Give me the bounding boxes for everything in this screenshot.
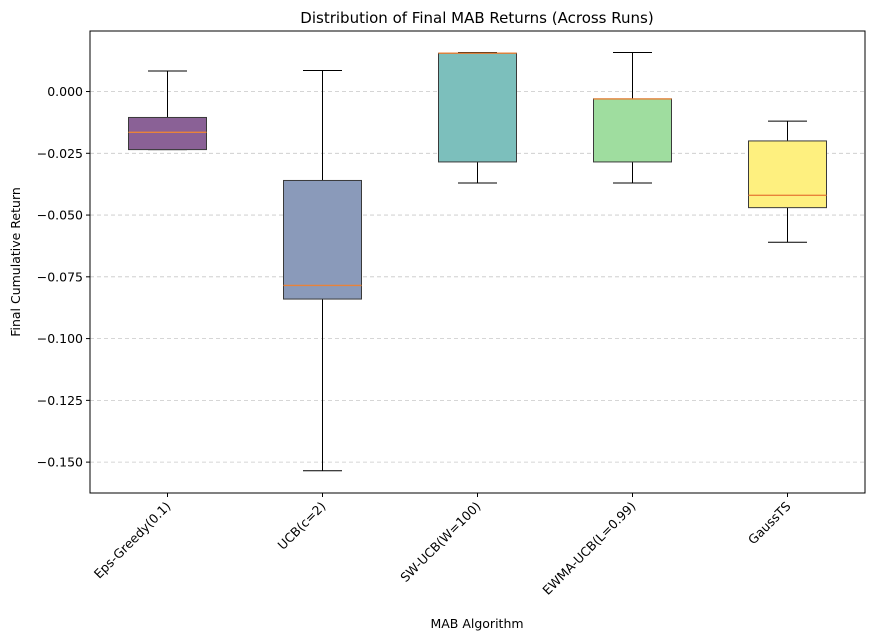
box-2 (283, 70, 362, 472)
x-tick-label: GaussTS (745, 498, 794, 547)
iqr-box (438, 52, 517, 163)
y-tick-label: −0.100 (37, 331, 83, 346)
y-tick-label: −0.125 (37, 393, 83, 408)
box-4 (593, 51, 672, 184)
iqr-box (593, 98, 672, 163)
y-tick-label: −0.075 (37, 269, 83, 284)
x-tick-label: EWMA-UCB(L=0.99) (539, 499, 638, 598)
boxes-layer (128, 51, 827, 472)
x-tick-label: SW-UCB(W=100) (397, 499, 483, 585)
x-tick-label: Eps-Greedy(0.1) (91, 499, 174, 582)
iqr-box (128, 116, 207, 151)
y-tick-label: −0.050 (37, 208, 83, 223)
box-5 (748, 120, 827, 243)
box-3 (438, 51, 517, 184)
iqr-box (748, 140, 827, 209)
grid-lines (90, 91, 865, 463)
y-axis-label: Final Cumulative Return (8, 187, 23, 337)
chart-title: Distribution of Final MAB Returns (Acros… (300, 9, 653, 27)
x-tick-label: UCB(c=2) (275, 499, 329, 553)
x-axis: Eps-Greedy(0.1) UCB(c=2) SW-UCB(W=100) EWMA… (91, 493, 794, 598)
y-tick-label: 0.000 (47, 84, 83, 99)
y-tick-label: −0.025 (37, 146, 83, 161)
box-1 (128, 70, 207, 151)
iqr-box (283, 179, 362, 300)
x-axis-label: MAB Algorithm (430, 616, 523, 631)
y-axis: 0.000 −0.025 −0.050 −0.075 −0.100 −0.125 −0.15… (37, 84, 90, 470)
y-tick-label: −0.150 (37, 455, 83, 470)
